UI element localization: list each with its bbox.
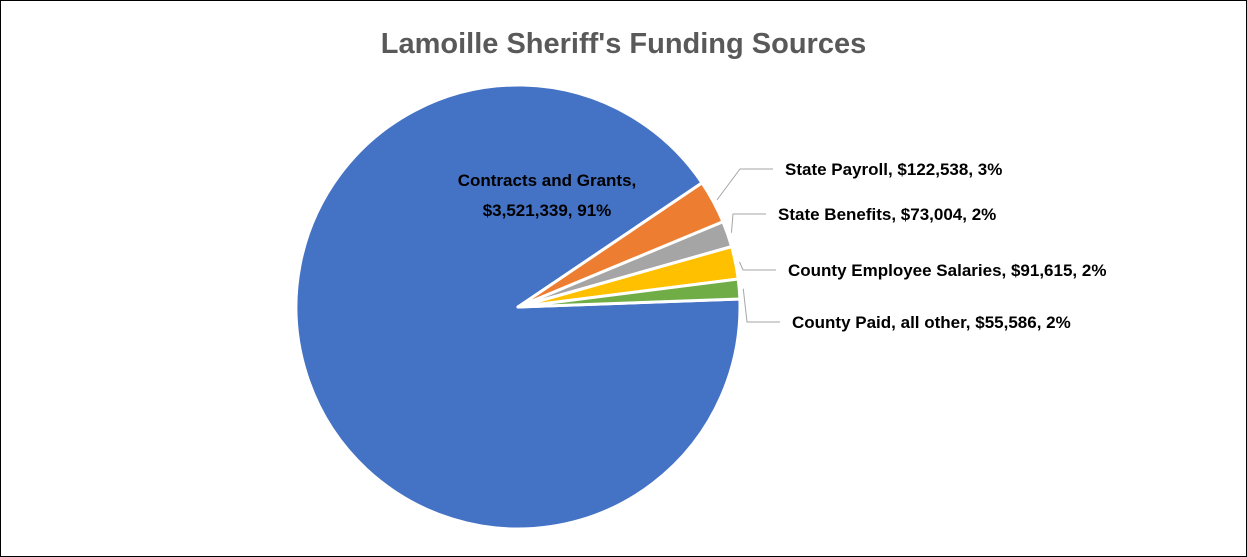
leader-line-county-employee-salaries xyxy=(738,261,776,271)
leader-line-state-payroll xyxy=(716,168,773,201)
data-label-county-employee-salaries: County Employee Salaries, $91,615, 2% xyxy=(788,261,1106,280)
data-label-contracts-and-grants: Contracts and Grants, $3,521,339, 91% xyxy=(458,171,637,220)
data-label-state-benefits: State Benefits, $73,004, 2% xyxy=(778,205,996,224)
data-label-county-paid-all-other: County Paid, all other, $55,586, 2% xyxy=(792,313,1071,332)
leader-line-county-paid-all-other xyxy=(742,288,780,323)
leader-line-state-benefits xyxy=(730,213,766,233)
chart-title: Lamoille Sheriff's Funding Sources xyxy=(380,28,867,60)
data-label-state-payroll: State Payroll, $122,538, 3% xyxy=(785,160,1002,179)
pie-slice-county-paid-all-other xyxy=(516,277,742,309)
